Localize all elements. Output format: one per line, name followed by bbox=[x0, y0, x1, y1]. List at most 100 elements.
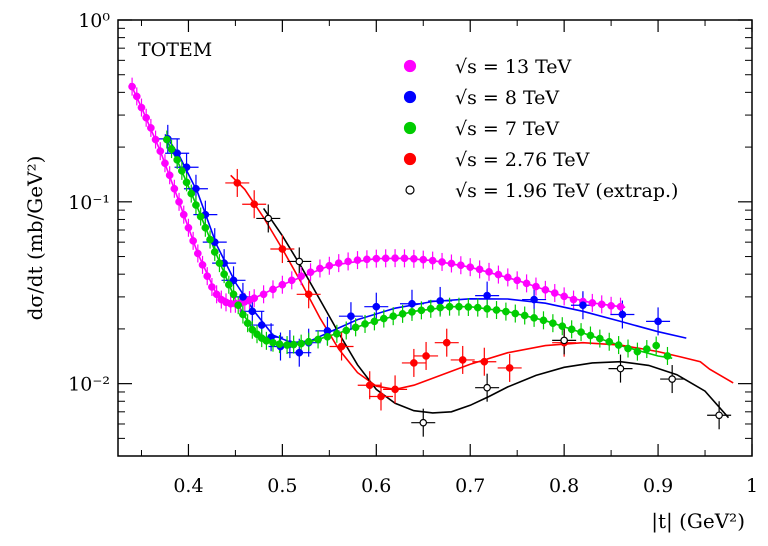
data-point-series-2 bbox=[511, 309, 520, 318]
data-point-series-0 bbox=[316, 264, 324, 273]
data-point-series-0 bbox=[189, 237, 197, 245]
data-point-series-2 bbox=[455, 302, 463, 311]
totem-annotation: TOTEM bbox=[138, 39, 212, 61]
data-point-series-1 bbox=[408, 299, 416, 308]
data-point-series-0 bbox=[475, 265, 484, 274]
data-point-series-2 bbox=[473, 303, 482, 312]
data-point-series-2 bbox=[215, 259, 224, 267]
data-point-series-0 bbox=[161, 159, 169, 168]
data-point-series-1 bbox=[295, 348, 304, 357]
data-point-series-2 bbox=[389, 312, 398, 321]
data-point-series-0 bbox=[334, 259, 343, 267]
data-point-series-2 bbox=[167, 145, 176, 153]
data-point-series-2 bbox=[567, 325, 576, 334]
data-point-series-1 bbox=[483, 291, 491, 300]
data-point-series-2 bbox=[605, 337, 614, 346]
data-point-series-2 bbox=[614, 341, 623, 349]
fit-curve-series-4 bbox=[262, 207, 730, 419]
data-point-series-0 bbox=[616, 302, 625, 311]
data-point-series-2 bbox=[539, 316, 548, 325]
legend-marker bbox=[403, 121, 417, 135]
data-point-series-0 bbox=[438, 258, 446, 266]
legend: √s = 13 TeV √s = 8 TeV √s = 7 TeV √s = 2.76… bbox=[403, 56, 678, 202]
data-point-series-1 bbox=[229, 276, 238, 285]
data-point-series-3 bbox=[377, 392, 385, 401]
data-point-series-0 bbox=[466, 263, 475, 272]
data-point-series-2 bbox=[417, 306, 426, 315]
data-point-series-4 bbox=[419, 418, 428, 427]
x-tick-label: 0.9 bbox=[643, 475, 673, 497]
y-tick-label: 10⁰ bbox=[78, 10, 110, 32]
data-point-series-4 bbox=[560, 336, 568, 345]
data-point-series-0 bbox=[607, 301, 615, 310]
data-point-series-2 bbox=[398, 310, 407, 318]
data-point-series-1 bbox=[239, 293, 247, 301]
data-point-series-0 bbox=[541, 285, 550, 294]
data-point-series-4 bbox=[668, 375, 676, 383]
data-point-series-0 bbox=[259, 290, 268, 299]
data-point-series-2 bbox=[342, 326, 351, 335]
data-point-series-2 bbox=[234, 301, 243, 310]
data-point-series-3 bbox=[505, 364, 514, 372]
data-point-series-0 bbox=[151, 135, 160, 144]
data-point-series-0 bbox=[494, 270, 503, 279]
x-tick-label: 0.6 bbox=[361, 475, 391, 497]
data-point-series-0 bbox=[447, 259, 456, 268]
data-point-series-0 bbox=[522, 279, 531, 288]
legend-marker bbox=[405, 185, 415, 195]
data-point-series-2 bbox=[269, 338, 277, 347]
data-point-series-0 bbox=[513, 276, 522, 285]
data-point-series-1 bbox=[248, 307, 257, 316]
data-point-series-0 bbox=[344, 257, 352, 266]
data-point-series-1 bbox=[257, 321, 266, 329]
data-point-series-1 bbox=[192, 184, 200, 193]
data-point-series-4 bbox=[616, 364, 625, 373]
data-point-series-2 bbox=[492, 306, 501, 314]
legend-marker bbox=[403, 59, 417, 73]
data-point-series-2 bbox=[624, 344, 632, 353]
data-point-series-3 bbox=[304, 290, 313, 299]
data-point-series-2 bbox=[192, 201, 200, 209]
fit-curve-series-2 bbox=[164, 135, 673, 359]
data-point-series-2 bbox=[224, 280, 233, 289]
data-point-series-2 bbox=[248, 325, 257, 334]
data-point-series-2 bbox=[558, 322, 567, 331]
data-point-series-0 bbox=[560, 292, 568, 301]
data-point-series-0 bbox=[132, 92, 141, 101]
legend-entry: √s = 2.76 TeV bbox=[455, 149, 590, 171]
axis-ticks bbox=[118, 19, 753, 457]
data-point-series-2 bbox=[187, 189, 196, 198]
data-point-series-0 bbox=[306, 268, 315, 277]
data-point-series-0 bbox=[588, 299, 597, 307]
data-point-series-0 bbox=[550, 289, 559, 297]
legend-entry: √s = 1.96 TeV (extrap.) bbox=[455, 180, 678, 202]
data-point-series-0 bbox=[269, 285, 277, 294]
data-point-series-0 bbox=[532, 282, 540, 291]
data-point-series-3 bbox=[458, 356, 467, 364]
data-point-series-0 bbox=[597, 300, 606, 309]
data-point-series-0 bbox=[391, 254, 399, 263]
data-point-series-0 bbox=[165, 171, 174, 180]
data-point-series-2 bbox=[220, 270, 228, 279]
data-point-series-4 bbox=[264, 214, 273, 223]
data-point-series-2 bbox=[436, 303, 445, 312]
data-point-series-0 bbox=[372, 254, 381, 263]
data-point-series-2 bbox=[370, 317, 379, 326]
x-tick-labels: 0.4 0.5 0.6 0.7 0.8 0.9 1 bbox=[173, 475, 758, 497]
y-axis-title: dσ/dt (mb/GeV²) bbox=[23, 156, 47, 321]
data-point-series-4 bbox=[295, 257, 304, 266]
data-point-series-2 bbox=[297, 339, 306, 348]
data-point-series-2 bbox=[549, 319, 557, 328]
data-point-series-2 bbox=[530, 314, 538, 322]
data-point-series-0 bbox=[325, 261, 334, 270]
data-point-series-0 bbox=[353, 256, 362, 264]
data-point-series-2 bbox=[408, 308, 416, 316]
data-point-series-0 bbox=[363, 255, 371, 264]
data-point-series-2 bbox=[652, 341, 661, 350]
data-point-series-2 bbox=[229, 290, 238, 299]
data-point-series-0 bbox=[137, 103, 146, 112]
data-point-series-4 bbox=[715, 411, 723, 420]
data-point-series-3 bbox=[422, 352, 430, 360]
data-point-series-0 bbox=[142, 113, 151, 122]
